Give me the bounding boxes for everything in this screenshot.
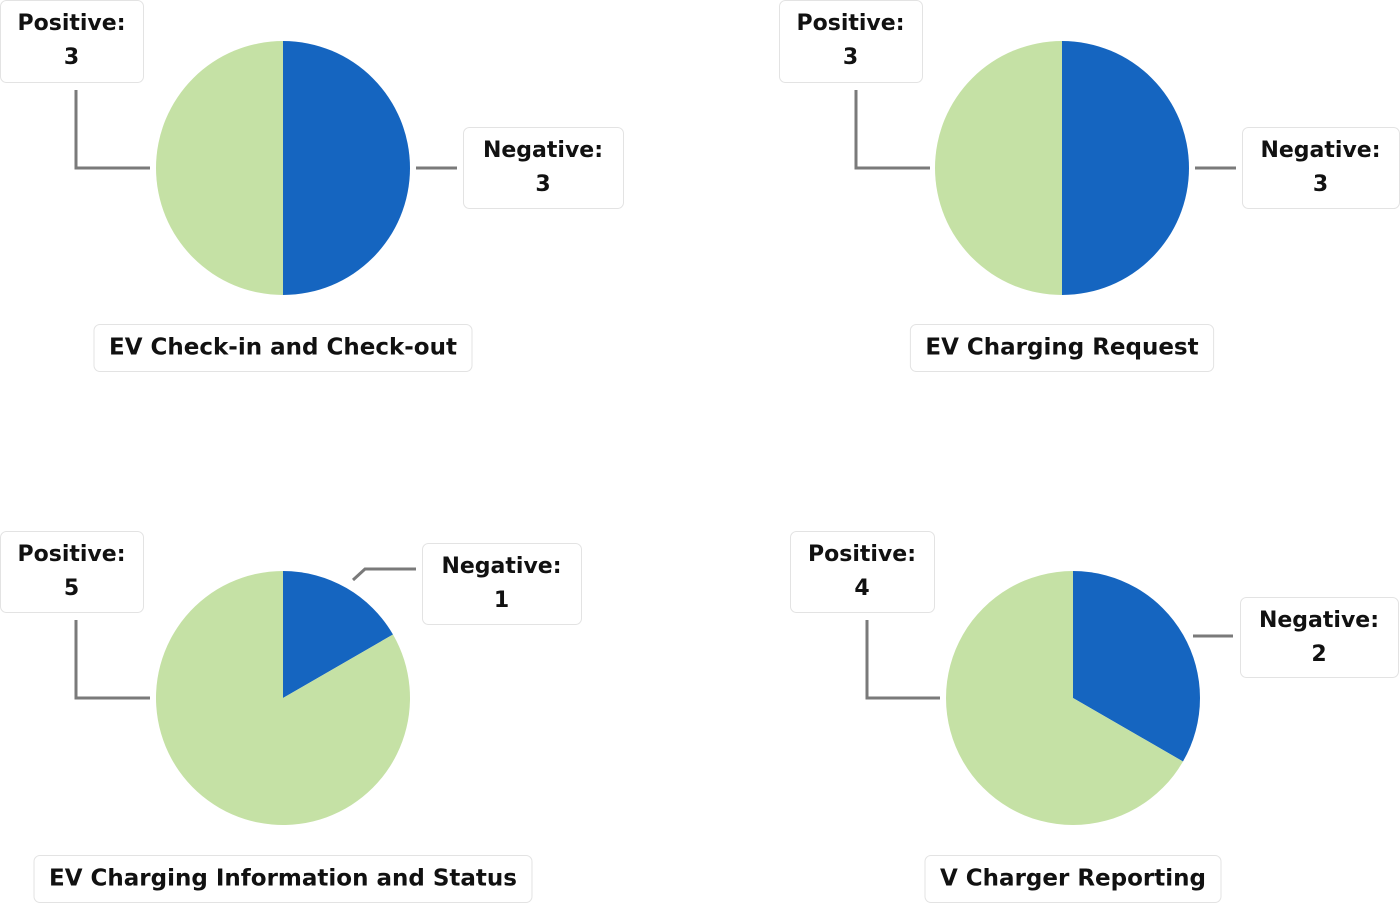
label-box	[0, 531, 144, 613]
chart-title-group: EV Check-in and Check-out	[93, 324, 473, 372]
label-value: 3	[64, 45, 79, 70]
data-label: Positive: 3	[779, 0, 923, 83]
label-name: Positive:	[18, 542, 126, 567]
label-value: 3	[535, 172, 550, 197]
chart-title-group: EV Charging Request	[909, 324, 1215, 372]
label-box	[0, 0, 144, 83]
label-name: Negative:	[1259, 608, 1379, 633]
label-name: Negative:	[441, 554, 561, 579]
pie-slice	[155, 571, 410, 825]
data-label: Negative: 2	[1240, 597, 1399, 678]
label-box	[422, 543, 582, 625]
title-box	[909, 324, 1215, 372]
data-label: Positive: 3	[0, 0, 144, 83]
label-value: 5	[64, 576, 79, 601]
chart-title: EV Check-in and Check-out	[109, 335, 457, 361]
data-label: Positive: 5	[0, 531, 144, 613]
data-label: Negative: 3	[1242, 127, 1400, 209]
connector	[74, 620, 150, 700]
connector	[74, 90, 150, 170]
label-value: 2	[1311, 642, 1326, 667]
label-name: Positive:	[797, 11, 905, 36]
pie-slice	[283, 41, 410, 295]
label-box	[463, 127, 624, 209]
chart-title: EV Charging Information and Status	[49, 866, 517, 892]
label-value: 3	[1313, 172, 1328, 197]
connector	[854, 90, 930, 170]
pie-slice	[935, 41, 1062, 295]
label-value: 4	[854, 576, 869, 601]
chart-title-group: V Charger Reporting	[924, 855, 1222, 903]
label-name: Positive:	[808, 542, 916, 567]
title-box	[33, 855, 533, 903]
chart-title-group: EV Charging Information and Status	[33, 855, 533, 903]
pie-slice	[156, 41, 283, 295]
pie-slice	[1062, 41, 1189, 295]
label-name: Positive:	[18, 11, 126, 36]
label-value: 1	[494, 588, 509, 613]
chart-title: EV Charging Request	[925, 335, 1198, 361]
label-name: Negative:	[483, 138, 603, 163]
data-label: Negative: 3	[463, 127, 624, 209]
title-box	[924, 855, 1222, 903]
connector	[351, 567, 416, 582]
data-label: Negative: 1	[422, 543, 582, 625]
title-box	[93, 324, 473, 372]
pie-slice	[283, 571, 393, 698]
label-name: Negative:	[1260, 138, 1380, 163]
pie-slice	[945, 571, 1183, 825]
data-label: Positive: 4	[790, 531, 935, 613]
label-box	[790, 531, 935, 613]
label-value: 3	[843, 45, 858, 70]
pie-slice	[1073, 571, 1200, 762]
label-box	[779, 0, 923, 83]
chart-title: V Charger Reporting	[940, 866, 1206, 892]
label-box	[1240, 597, 1399, 678]
connector	[865, 620, 940, 700]
